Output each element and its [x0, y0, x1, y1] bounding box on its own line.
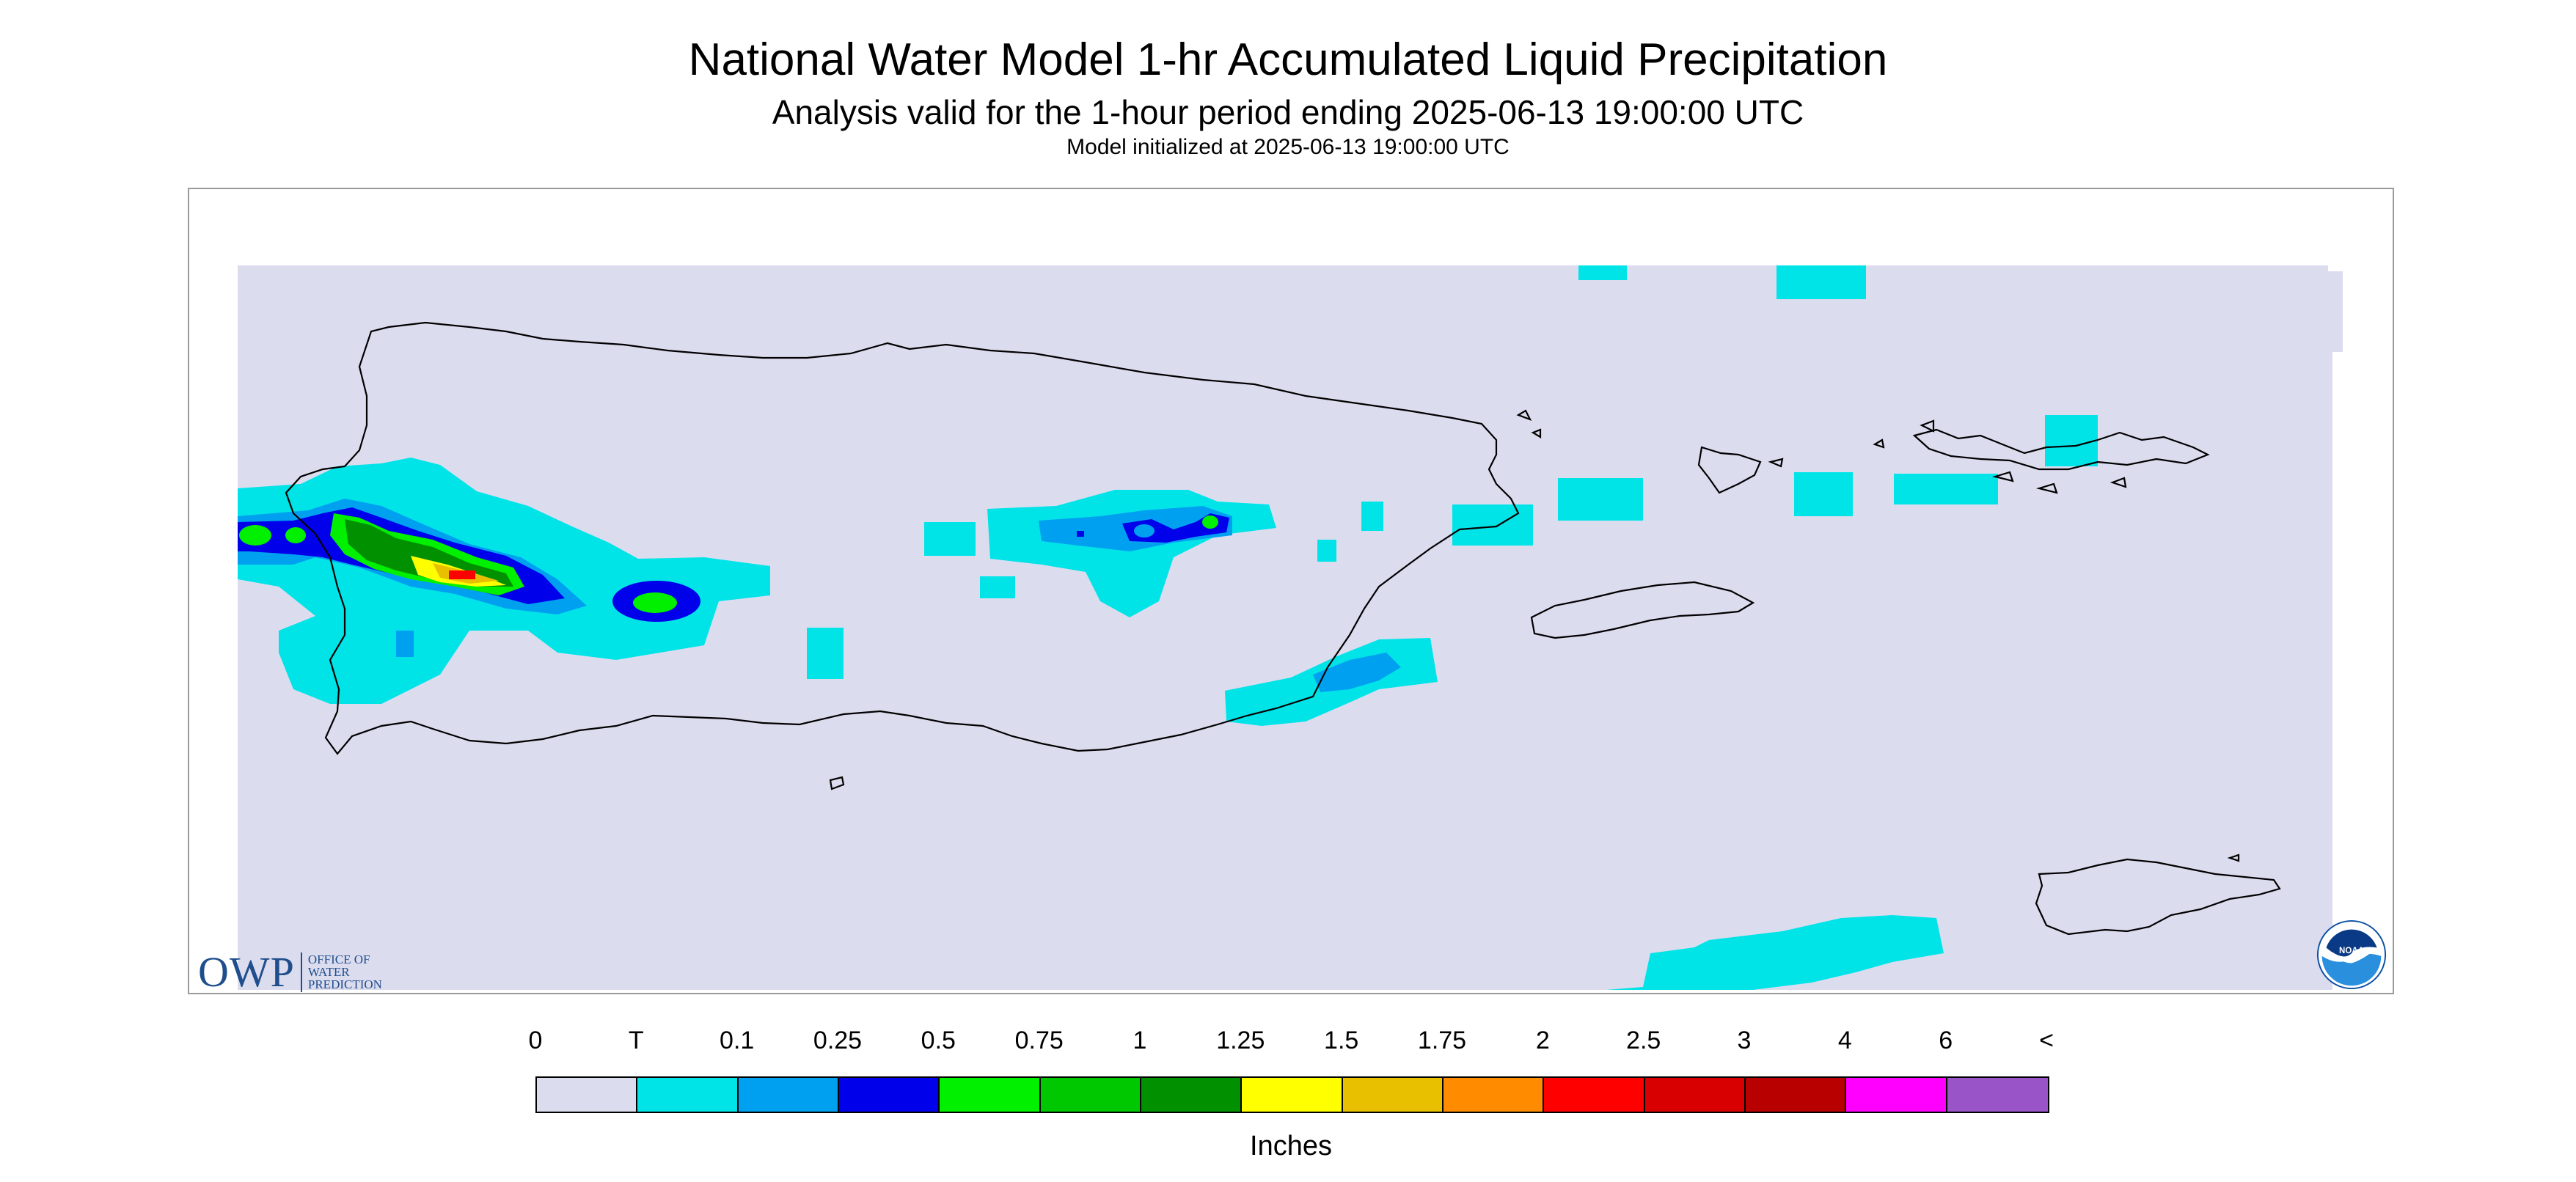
precip-blob-west-edge	[239, 525, 271, 546]
precip-area-west-darkgreen	[345, 519, 513, 587]
legend-tick-label: 0.25	[813, 1027, 863, 1054]
legend-tick-label: 0	[528, 1027, 543, 1054]
legend-swatch	[537, 1078, 638, 1112]
precip-area-southeast-lightblue	[1313, 653, 1401, 692]
legend-swatch	[637, 1078, 739, 1112]
precip-blob-center-west-green	[633, 592, 677, 613]
legend-swatch	[838, 1078, 940, 1112]
owp-logo-text: OFFICE OF WATER PREDICTION	[308, 953, 382, 991]
legend-tick-label: 1.5	[1324, 1027, 1359, 1054]
legend-swatch	[1745, 1078, 1847, 1112]
owp-logo-letters: OWP	[198, 948, 295, 996]
legend-swatch	[1846, 1078, 1947, 1112]
legend-swatch	[940, 1078, 1041, 1112]
legend-swatch	[1947, 1078, 2048, 1112]
legend-swatch	[1141, 1078, 1243, 1112]
owp-logo-line: PREDICTION	[307, 977, 382, 991]
culebra-coast	[1697, 446, 1762, 494]
legend-tick-label: 4	[1837, 1027, 1852, 1054]
vieques-coast	[1530, 581, 1755, 639]
coastlines	[285, 321, 2281, 936]
legend-swatch	[1342, 1078, 1443, 1112]
precip-legend: 0 T 0.1 0.25 0.5 0.75 1 1.25 1.5 1.75 2 …	[529, 1027, 2054, 1173]
legend-unit-label: Inches	[1250, 1131, 1332, 1161]
st-croix-coast	[2035, 858, 2281, 936]
legend-tick-label: 2	[1535, 1027, 1550, 1054]
map-subtitle: Analysis valid for the 1-hour period end…	[772, 93, 1804, 131]
legend-swatch	[1443, 1078, 1545, 1112]
precip-area-west-red	[449, 570, 475, 579]
legend-tick-label: 1.75	[1417, 1027, 1467, 1054]
puerto-rico-coast	[285, 321, 1520, 755]
legend-colorbar	[535, 1076, 2049, 1113]
st-thomas-coast	[1912, 428, 2210, 471]
precip-area-south-trace	[1606, 915, 1944, 990]
legend-tick-label: 3	[1737, 1027, 1752, 1054]
noaa-logo-text: NOAA	[2339, 947, 2365, 955]
map-title: National Water Model 1-hr Accumulated Li…	[688, 34, 1888, 85]
legend-tick-label: 0.1	[720, 1027, 755, 1054]
precip-fields	[238, 265, 2098, 993]
legend-swatch	[1040, 1078, 1141, 1112]
legend-swatch	[1544, 1078, 1645, 1112]
legend-tick-label: 1	[1133, 1027, 1147, 1054]
owp-logo-line: WATER	[307, 965, 350, 979]
owp-logo: OWP OFFICE OF WATER PREDICTION	[198, 947, 382, 996]
owp-logo-divider	[300, 952, 302, 992]
legend-tick-label: 6	[1939, 1027, 1953, 1054]
legend-tick-label: 2.5	[1626, 1027, 1661, 1054]
legend-tick-label: 0.5	[921, 1027, 956, 1054]
legend-tick-label: 0.75	[1014, 1027, 1064, 1054]
owp-logo-line: OFFICE OF	[307, 952, 370, 966]
noaa-logo-icon: NOAA	[2316, 919, 2387, 990]
legend-swatch	[738, 1078, 839, 1112]
legend-tick-label: 1.25	[1216, 1027, 1265, 1054]
legend-swatch	[1242, 1078, 1343, 1112]
legend-tick-label: T	[628, 1027, 644, 1054]
legend-tick-label: <	[2039, 1027, 2054, 1054]
legend-swatch	[1644, 1078, 1746, 1112]
model-init-line: Model initialized at 2025-06-13 19:00:00…	[1066, 135, 1510, 159]
